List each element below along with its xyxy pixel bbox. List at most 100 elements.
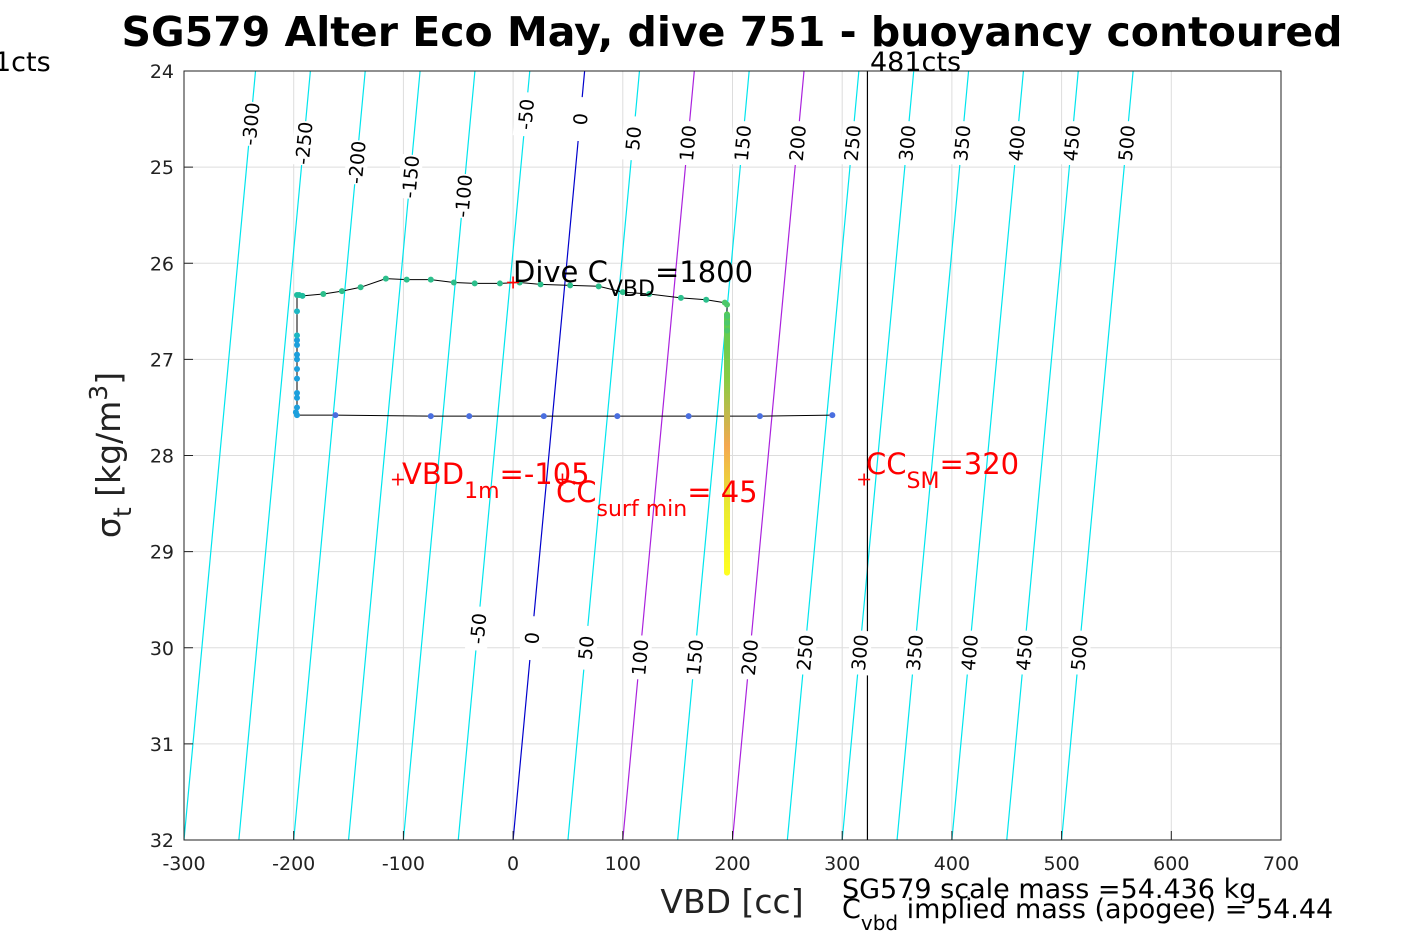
contour-label: 50 <box>622 125 646 151</box>
contour-label-bg <box>791 629 818 676</box>
contour-line <box>347 71 421 840</box>
dive-trace-point <box>293 337 300 344</box>
contour-label: 200 <box>738 638 763 676</box>
contour-label-bg <box>450 173 477 219</box>
dive-trace-point <box>293 365 300 372</box>
dive-trace-point <box>466 413 473 420</box>
y-tick-label: 30 <box>150 638 174 660</box>
dive-trace-point <box>292 409 299 416</box>
contour-label-bg <box>567 96 594 142</box>
dive-trace <box>292 275 836 576</box>
contour-labels: -300 -250 -200 -150 -100 -50 0 50 100 150 200 250 30… <box>237 91 1140 681</box>
dive-trace-point <box>382 275 389 282</box>
y-tick-label: 31 <box>150 734 174 756</box>
annotation-cc-sm: CCSM=320 <box>866 447 1019 494</box>
contour-label: 150 <box>731 124 756 162</box>
contour-label: -50 <box>514 98 539 131</box>
contour-line <box>293 71 366 840</box>
contour-label-bg <box>572 624 599 671</box>
contour-label: 0 <box>570 112 593 126</box>
contour-label-bg <box>681 634 708 681</box>
dive-trace-point <box>685 413 692 420</box>
dive-trace-point <box>703 296 710 303</box>
x-axis-ticks: -300 -200 -100 0 100 200 300 400 500 600 700 <box>162 831 1299 875</box>
dive-trace-point <box>293 394 300 401</box>
dive-trace-point <box>614 413 621 420</box>
contour-label-bg <box>1113 120 1140 167</box>
contour-label-bg <box>343 139 370 186</box>
x-tick-label: 500 <box>1043 853 1079 875</box>
annotation-cc-surf-min: CCsurf min= 45 <box>556 475 758 522</box>
dive-trace-point <box>293 308 300 315</box>
contour-line <box>238 71 311 840</box>
y-tick-label: 24 <box>150 61 174 83</box>
y-axis-ticks: 24 25 26 27 28 29 30 31 32 <box>150 61 193 852</box>
annotation-markers <box>391 276 871 486</box>
contour-label: -150 <box>398 154 424 199</box>
dive-trace-vertical-segment <box>724 311 731 576</box>
contour-line <box>184 71 257 840</box>
dive-trace-point <box>756 413 763 420</box>
x-tick-label: 100 <box>605 853 641 875</box>
x-tick-label: 400 <box>934 853 970 875</box>
contour-label-bg <box>894 120 921 167</box>
dive-trace-point <box>567 282 574 289</box>
dive-cvbd-marker <box>507 276 520 289</box>
dive-trace-point <box>619 289 626 296</box>
dive-trace-point <box>293 375 300 382</box>
contour-label-bg <box>237 100 264 147</box>
dive-trace-point <box>595 283 602 290</box>
dive-trace-point <box>496 280 503 287</box>
dive-trace-point <box>724 301 731 308</box>
contour-line <box>677 71 750 840</box>
y-tick-label: 29 <box>150 542 174 564</box>
dive-trace-line <box>295 278 833 417</box>
contour-label-bg <box>1058 120 1085 167</box>
dive-trace-point <box>427 276 434 283</box>
contour-line <box>1061 71 1134 840</box>
footer-implied-mass: Cvbd implied mass (apogee) = 54.44 <box>842 894 1333 935</box>
dive-trace-point <box>293 351 300 358</box>
contour-label-bg <box>512 91 539 138</box>
contour-line <box>457 71 531 840</box>
contour-label: 150 <box>683 638 708 676</box>
dive-trace-point <box>540 413 547 420</box>
x-tick-label: 0 <box>507 853 519 875</box>
dive-trace-point <box>320 291 327 298</box>
vbd1m-marker <box>391 473 404 486</box>
x-tick-label: 200 <box>714 853 750 875</box>
contour-label-bg <box>464 605 491 652</box>
dive-trace-point <box>646 291 653 298</box>
contour-label-bg <box>626 634 653 681</box>
contour-label-bg <box>736 634 763 681</box>
contour-label-bg <box>674 120 701 167</box>
contour-label-bg <box>729 120 756 167</box>
dive-trace-point <box>403 276 410 283</box>
x-tick-label: 700 <box>1263 853 1299 875</box>
contour-label: -300 <box>239 101 265 146</box>
x-tick-label: -300 <box>162 853 205 875</box>
dive-trace-point <box>450 279 457 286</box>
contour-label: 300 <box>895 124 920 162</box>
ccsurf-marker <box>556 473 569 486</box>
contour-label: 450 <box>1013 634 1038 672</box>
contour-label: 500 <box>1115 124 1140 162</box>
contour-label-bg <box>948 120 975 167</box>
contour-line <box>731 71 805 840</box>
contour-label-bg <box>901 629 928 676</box>
contour-label-bg <box>784 120 811 167</box>
contour-label: 400 <box>1005 124 1030 162</box>
contour-label: -250 <box>292 121 318 166</box>
contour-label: 450 <box>1060 124 1085 162</box>
contour-label-bg <box>1003 120 1030 167</box>
contour-label-bg <box>518 615 545 662</box>
y-tick-label: 25 <box>150 157 174 179</box>
contour-line <box>896 71 970 840</box>
contour-label-bg <box>839 120 866 167</box>
dive-trace-point <box>338 288 345 295</box>
contour-label: 100 <box>628 638 653 676</box>
dive-trace-point <box>357 284 364 291</box>
dive-trace-point <box>427 413 434 420</box>
y-axis-label: σt [kg/m3] <box>84 372 137 538</box>
ccsm-marker <box>858 473 871 486</box>
